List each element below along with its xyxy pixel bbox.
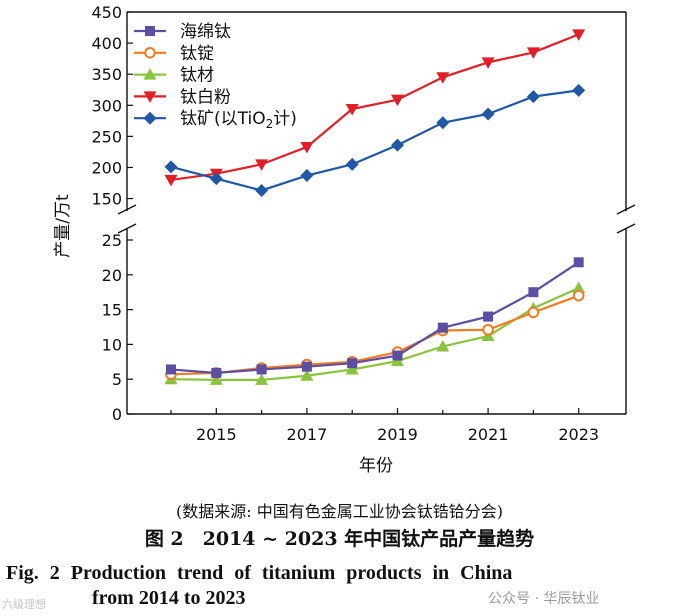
legend-marker [145, 26, 155, 36]
y-tick-label: 350 [91, 65, 122, 84]
data-point [166, 364, 176, 375]
y-axis-label: 产量/万t [53, 194, 73, 258]
x-tick-label: 2017 [287, 425, 328, 444]
data-point [482, 323, 494, 336]
series-3 [164, 281, 586, 385]
data-point [437, 322, 448, 333]
x-tick-label: 2023 [558, 425, 599, 444]
data-point [572, 281, 586, 294]
y-tick-label: 300 [91, 96, 122, 115]
figure-title-en-line1: Fig. 2 Production trend of titanium prod… [6, 562, 513, 584]
data-point [572, 83, 586, 97]
axis-break-mark [616, 223, 636, 234]
y-tick-label: 0 [112, 405, 122, 424]
legend-label: 钛材 [180, 66, 214, 86]
data-point [572, 29, 586, 41]
data-point [436, 116, 450, 130]
axis-break-mark [616, 204, 636, 215]
data-point [436, 339, 450, 352]
legend-marker [144, 47, 156, 59]
titanium-production-chart: 150 200 250 300 350 400 450 0 5 10 15 20 25 2015 2017 2… [53, 3, 636, 476]
legend-label: 海绵钛 [180, 22, 231, 42]
y-tick-label: 10 [102, 335, 122, 354]
y-tick-label: 250 [91, 127, 122, 146]
series-line [170, 89, 579, 192]
legend-marker [143, 68, 157, 80]
figure-title-en: Fig. 2 Production trend of titanium prod… [6, 561, 512, 611]
series-5 [164, 83, 586, 197]
data-point [347, 358, 358, 369]
axis-break-mark [117, 204, 137, 215]
data-point [481, 57, 495, 69]
legend-label: 钛白粉 [180, 87, 231, 107]
data-point [300, 141, 314, 154]
series-4 [164, 29, 586, 187]
watermark: 公众号 · 华辰钛业 [488, 591, 600, 607]
series-line [170, 33, 580, 181]
data-point [255, 183, 269, 197]
data-point [345, 104, 359, 116]
y-tick-label: 450 [91, 3, 122, 22]
data-point [483, 311, 494, 322]
data-point [392, 350, 403, 361]
x-tick-label: 2015 [196, 425, 237, 444]
legend-label: 钛矿(以TiO2计) [180, 109, 297, 131]
data-point [300, 369, 314, 381]
data-point [255, 159, 269, 171]
data-point [391, 94, 404, 107]
y-tick-label: 5 [112, 370, 122, 389]
data-point [572, 289, 585, 302]
data-point [528, 287, 539, 298]
y-tick-label: 400 [91, 34, 122, 53]
data-point [345, 157, 359, 171]
watermark-left: 六级理想 [2, 598, 46, 611]
series-line [170, 261, 580, 375]
data-point [573, 257, 584, 268]
y-tick-label: 25 [102, 231, 122, 250]
x-tick-label: 2021 [468, 425, 509, 444]
data-point [301, 361, 312, 372]
data-point [436, 72, 450, 84]
data-point [481, 107, 495, 121]
x-tick-label: 2019 [377, 425, 418, 444]
series-line [170, 294, 580, 376]
y-tick-label: 200 [91, 158, 122, 177]
x-axis-label: 年份 [359, 456, 393, 476]
legend-marker [143, 91, 157, 103]
data-point [164, 160, 178, 174]
figure-title-en-line2: from 2014 to 2023 [92, 587, 246, 609]
series-1 [166, 257, 584, 378]
data-point [345, 362, 359, 375]
legend-label: 钛锭 [180, 44, 214, 64]
figure-title-cn: 图 2 2014 ~ 2023 年中国钛产品产量趋势 [144, 528, 535, 550]
y-tick-label: 20 [102, 266, 122, 285]
data-point [209, 172, 223, 186]
axis-break-mark [117, 223, 137, 234]
data-point [211, 367, 222, 378]
data-point [526, 47, 540, 59]
legend-marker [143, 111, 157, 125]
data-point [300, 169, 314, 183]
data-point [255, 373, 269, 385]
data-point [209, 373, 223, 385]
y-tick-label: 150 [91, 190, 122, 209]
data-point [256, 364, 267, 375]
data-point [527, 306, 540, 319]
data-point [164, 174, 178, 187]
data-source-note: (数据来源: 中国有色金属工业协会钛锆铪分会) [176, 502, 503, 521]
data-point [526, 90, 540, 104]
y-tick-label: 15 [102, 301, 122, 320]
data-point [391, 138, 404, 152]
